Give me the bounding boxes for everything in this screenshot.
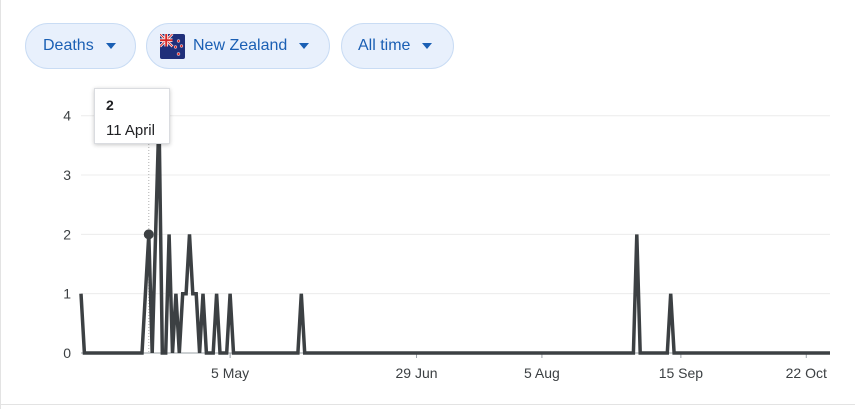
time-range-dropdown-label: All time — [358, 37, 411, 54]
chart-tooltip: 2 11 April — [94, 88, 170, 144]
x-axis-ticks: 5 May 29 Jun 5 Aug 15 Sep 22 Oct — [211, 353, 827, 381]
country-dropdown[interactable]: New Zealand — [146, 23, 330, 69]
country-dropdown-label: New Zealand — [193, 37, 288, 54]
tooltip-date: 11 April — [106, 122, 155, 139]
chart-gridlines — [81, 115, 830, 354]
y-tick-label: 0 — [63, 345, 71, 361]
tooltip-value: 2 — [106, 97, 114, 113]
time-range-dropdown[interactable]: All time — [341, 23, 454, 69]
x-tick-label: 29 Jun — [396, 365, 438, 381]
metric-dropdown-label: Deaths — [43, 37, 94, 54]
hover-marker-layer — [143, 229, 154, 240]
y-tick-label: 4 — [63, 108, 71, 124]
x-tick-label: 5 Aug — [524, 365, 560, 381]
x-tick-label: 15 Sep — [659, 365, 704, 381]
x-tick-label: 22 Oct — [786, 365, 827, 381]
caret-down-icon — [299, 43, 310, 49]
caret-down-icon — [422, 43, 433, 49]
y-axis-ticks: 0 1 2 3 4 — [63, 108, 71, 361]
y-tick-label: 3 — [63, 167, 71, 183]
hover-point-marker — [143, 229, 154, 240]
bottom-divider — [1, 404, 855, 405]
deaths-series-line — [79, 115, 830, 355]
y-tick-label: 1 — [63, 286, 71, 302]
caret-down-icon — [105, 43, 116, 49]
x-tick-label: 5 May — [211, 365, 249, 381]
chart-series — [79, 115, 830, 355]
y-tick-label: 2 — [63, 226, 71, 242]
new-zealand-flag-icon — [160, 33, 185, 59]
metric-dropdown[interactable]: Deaths — [25, 23, 136, 69]
